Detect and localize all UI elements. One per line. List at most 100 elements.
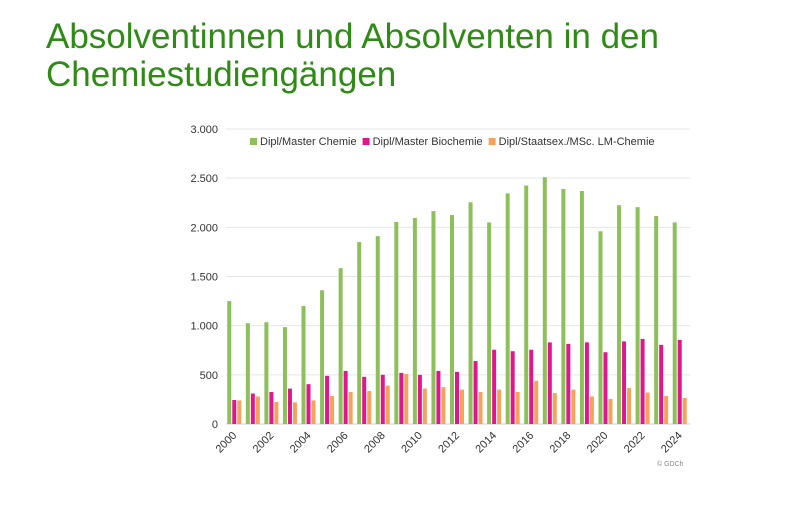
bar xyxy=(682,397,687,424)
x-tick-label: 2018 xyxy=(548,430,574,456)
bar xyxy=(571,389,576,424)
bar xyxy=(282,327,287,424)
y-tick-label: 0 xyxy=(212,419,218,431)
bar xyxy=(227,301,232,424)
bar xyxy=(672,222,677,424)
bar xyxy=(330,395,335,424)
bar xyxy=(534,380,539,424)
bar xyxy=(237,400,242,424)
x-tick-label: 2022 xyxy=(622,430,648,456)
bar xyxy=(250,393,255,424)
legend-label: Dipl/Master Chemie xyxy=(260,136,357,148)
y-tick-label: 3.000 xyxy=(190,124,218,136)
bar xyxy=(542,177,547,424)
bar xyxy=(529,349,534,424)
legend-swatch xyxy=(488,138,496,145)
bar xyxy=(617,205,622,424)
x-tick-label: 2016 xyxy=(511,430,537,456)
bar xyxy=(608,398,613,424)
bar xyxy=(627,388,632,424)
bar xyxy=(287,388,292,424)
bar xyxy=(385,385,390,424)
bar xyxy=(417,374,422,424)
bar xyxy=(468,202,473,424)
bar xyxy=(367,391,372,424)
bar xyxy=(245,323,250,424)
bar xyxy=(566,343,571,424)
bar xyxy=(524,185,529,424)
bar xyxy=(343,370,348,424)
bar xyxy=(380,374,385,424)
y-tick-label: 1.000 xyxy=(190,321,218,333)
bar xyxy=(404,373,409,424)
bar xyxy=(635,207,640,424)
bar xyxy=(394,221,399,424)
bar xyxy=(497,389,502,424)
bar xyxy=(505,193,510,424)
bar xyxy=(487,222,492,424)
bar xyxy=(579,190,584,424)
bar xyxy=(255,396,260,424)
bar xyxy=(264,322,269,424)
x-tick-label: 2006 xyxy=(325,430,351,456)
bar xyxy=(547,342,552,424)
x-tick-label: 2008 xyxy=(362,430,388,456)
bar xyxy=(510,351,515,424)
bar xyxy=(362,376,367,424)
x-tick-label: 2010 xyxy=(399,430,425,456)
bar xyxy=(622,341,627,424)
bar xyxy=(274,401,279,424)
page-title: Absolventinnen und Absolventen in den Ch… xyxy=(46,17,659,94)
bar xyxy=(664,395,669,424)
bar xyxy=(561,188,566,424)
bar xyxy=(515,392,520,424)
bar xyxy=(325,375,330,424)
bar xyxy=(654,216,659,424)
bar xyxy=(640,338,645,424)
bar xyxy=(450,215,454,424)
legend-swatch xyxy=(362,138,370,145)
legend-label: Dipl/Master Biochemie xyxy=(373,136,483,148)
y-tick-label: 1.500 xyxy=(190,272,218,284)
bar xyxy=(306,384,311,424)
bar xyxy=(320,290,325,424)
bar xyxy=(645,392,650,424)
copyright: © GDCh xyxy=(657,461,684,468)
bar xyxy=(431,211,436,424)
bar xyxy=(311,400,316,424)
bar xyxy=(455,371,459,424)
x-tick-label: 2012 xyxy=(436,430,462,456)
bar xyxy=(375,236,380,424)
bar xyxy=(412,217,417,424)
bar xyxy=(422,388,427,424)
bar xyxy=(292,402,297,424)
bar xyxy=(492,349,497,424)
bar xyxy=(603,352,608,424)
bar xyxy=(357,242,362,424)
legend-swatch xyxy=(250,138,257,145)
bar xyxy=(677,339,682,424)
bar xyxy=(269,392,274,424)
x-tick-label: 2014 xyxy=(473,430,499,456)
bar xyxy=(460,389,464,424)
bar xyxy=(552,393,557,424)
bar xyxy=(478,392,483,424)
x-tick-label: 2000 xyxy=(214,430,240,456)
y-tick-label: 2.500 xyxy=(190,173,218,185)
bar xyxy=(589,396,594,424)
x-tick-label: 2002 xyxy=(251,430,277,456)
bar xyxy=(659,344,664,424)
x-tick-label: 2004 xyxy=(288,430,314,456)
bar xyxy=(301,306,306,424)
bar xyxy=(399,372,404,424)
bar xyxy=(441,387,446,424)
bar xyxy=(598,231,603,424)
y-tick-label: 2.000 xyxy=(190,222,218,234)
x-tick-label: 2024 xyxy=(659,430,685,456)
bar xyxy=(584,342,589,424)
y-tick-label: 500 xyxy=(200,370,218,382)
bar xyxy=(232,400,237,424)
bar xyxy=(473,361,478,424)
bar xyxy=(348,392,353,424)
